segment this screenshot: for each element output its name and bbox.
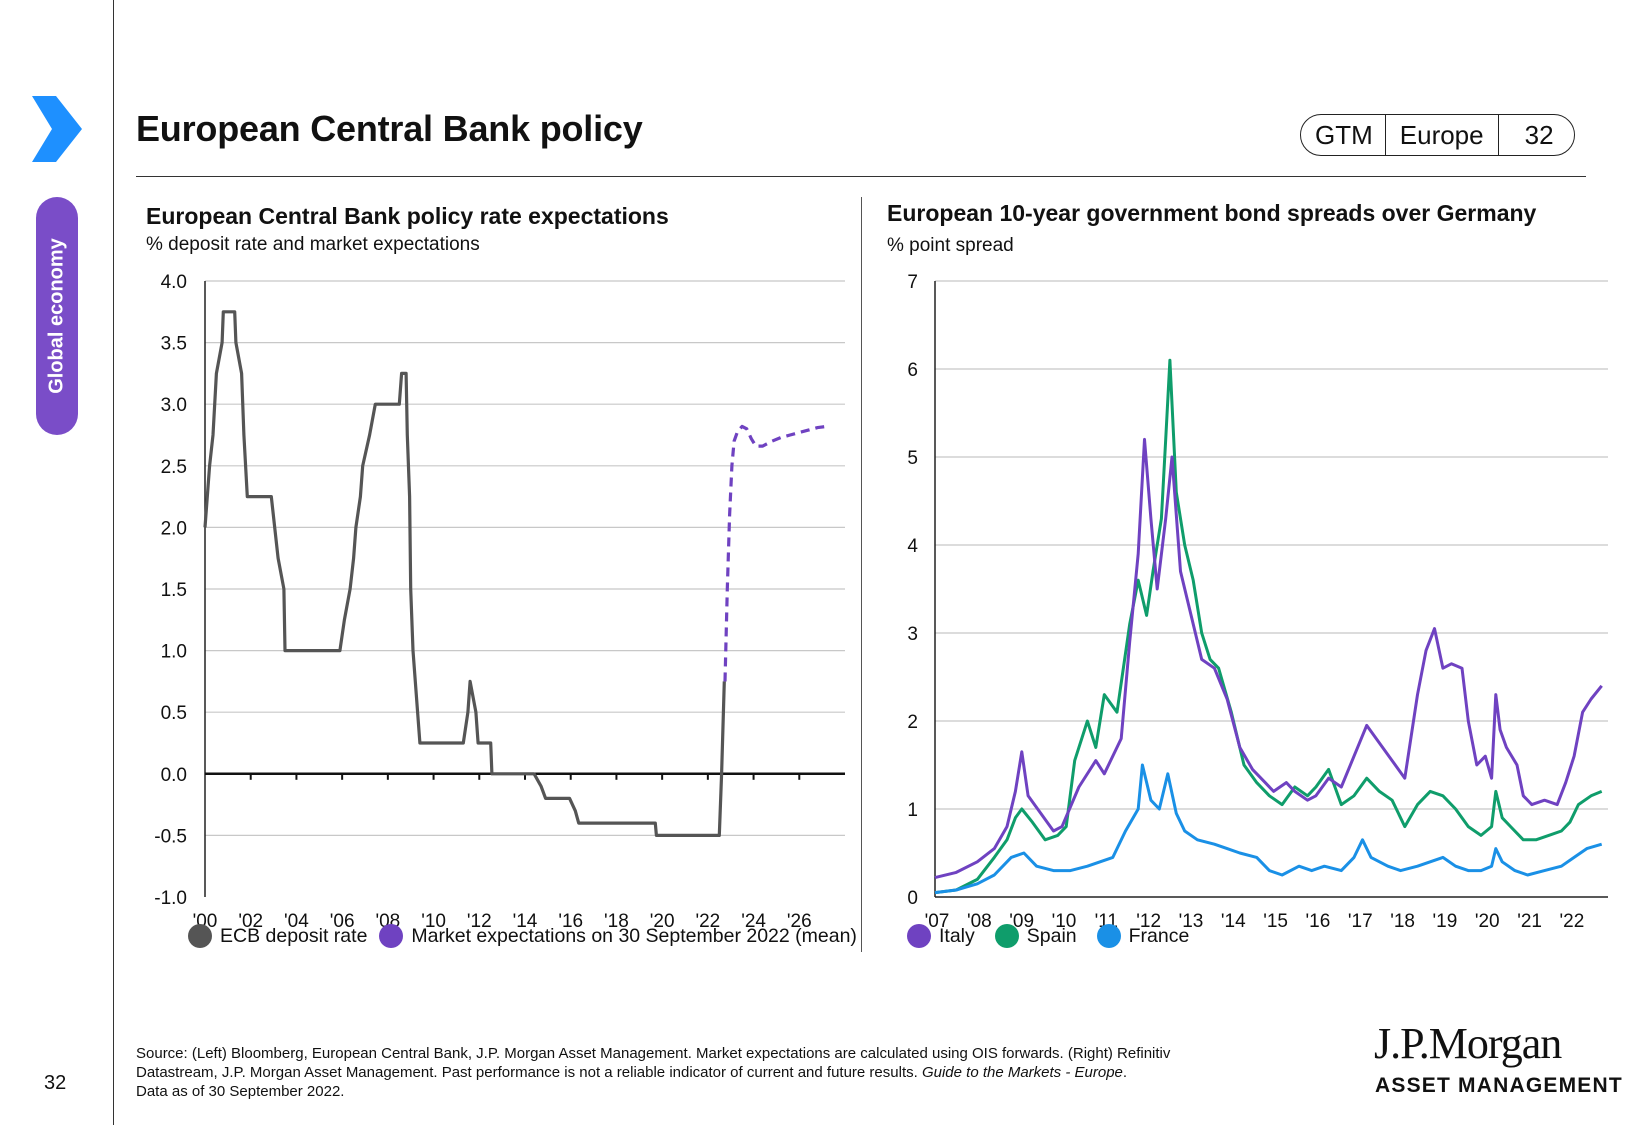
right-y-tick-label: 3: [907, 624, 918, 645]
source-line-2-text: Datastream, J.P. Morgan Asset Management…: [136, 1064, 922, 1081]
left-x-tick-label: '26: [787, 911, 812, 932]
ecb-deposit-rate-line: [203, 310, 726, 837]
left-y-tick-label: 4.0: [161, 272, 187, 293]
sidebar-divider: [113, 0, 114, 1125]
right-x-tick-label: '10: [1052, 911, 1077, 932]
right-x-tick-label: '19: [1433, 911, 1458, 932]
jpmorgan-logo: J.P.Morgan: [1374, 1019, 1562, 1068]
right-y-tick-label: 0: [907, 888, 918, 909]
legend-swatch-market: [379, 924, 404, 948]
chart-divider: [861, 197, 862, 952]
left-chart-subtitle: % deposit rate and market expectations: [146, 234, 480, 255]
badge-gtm: GTM: [1301, 115, 1386, 155]
right-legend: Italy Spain France: [907, 924, 1201, 948]
left-x-tick-label: '18: [604, 911, 629, 932]
right-x-tick-label: '14: [1221, 911, 1246, 932]
right-y-tick-label: 4: [907, 536, 918, 557]
source-line-1: Source: (Left) Bloomberg, European Centr…: [136, 1045, 1171, 1062]
source-line-2-end: .: [1122, 1064, 1128, 1081]
france-spread-line: [934, 763, 1603, 895]
left-x-tick-label: '22: [695, 911, 720, 932]
right-x-tick-label: '17: [1348, 911, 1373, 932]
spain-spread-line: [934, 358, 1603, 895]
right-x-tick-label: '13: [1179, 911, 1204, 932]
legend-item-italy: Italy: [907, 924, 975, 948]
right-x-tick-label: '22: [1560, 911, 1585, 932]
right-x-tick-label: '20: [1475, 911, 1500, 932]
asset-management-logo: ASSET MANAGEMENT: [1375, 1074, 1623, 1097]
legend-swatch-spain: [994, 924, 1019, 948]
right-x-tick-label: '07: [925, 911, 950, 932]
left-chart-title: European Central Bank policy rate expect…: [146, 203, 669, 229]
legend-label-market: Market expectations on 30 September 2022…: [411, 924, 857, 947]
left-x-tick-label: '02: [238, 911, 263, 932]
chevron-right-icon: [32, 96, 82, 162]
left-x-tick-label: '24: [741, 911, 766, 932]
left-y-tick-label: -0.5: [154, 826, 187, 847]
market-expectations-line: [723, 424, 827, 682]
right-x-tick-label: '15: [1263, 911, 1288, 932]
right-x-tick-label: '21: [1517, 911, 1542, 932]
gtm-badge: GTM Europe 32: [1300, 114, 1575, 156]
left-y-tick-label: 2.5: [161, 457, 187, 478]
legend-item-ecb: ECB deposit rate: [188, 924, 367, 948]
source-note: Source: (Left) Bloomberg, European Centr…: [136, 1044, 1316, 1101]
legend-item-spain: Spain: [994, 924, 1077, 948]
legend-label-spain: Spain: [1026, 924, 1077, 947]
left-x-tick-label: '04: [284, 911, 309, 932]
source-line-3: Data as of 30 September 2022.: [136, 1083, 345, 1100]
left-x-tick-label: '14: [513, 911, 538, 932]
left-y-tick-label: 1.5: [161, 580, 187, 601]
italy-spread-line: [934, 437, 1603, 880]
right-chart-subtitle: % point spread: [887, 235, 1014, 256]
section-tab: Global economy: [36, 197, 78, 435]
legend-swatch-ecb: [188, 924, 212, 948]
source-line-2-italic: Guide to the Markets - Europe: [921, 1064, 1123, 1081]
right-y-tick-label: 2: [907, 712, 918, 733]
legend-item-market: Market expectations on 30 September 2022…: [379, 924, 857, 948]
left-y-tick-label: -1.0: [154, 888, 187, 909]
badge-page: 32: [1524, 120, 1554, 150]
left-legend: ECB deposit rate Market expectations on …: [188, 924, 869, 948]
legend-label-france: France: [1128, 924, 1190, 947]
page-title: European Central Bank policy: [136, 108, 643, 149]
legend-item-france: France: [1096, 924, 1190, 948]
left-y-tick-label: 2.0: [161, 518, 187, 539]
right-y-tick-label: 6: [907, 360, 918, 381]
right-x-tick-label: '16: [1306, 911, 1331, 932]
legend-label-italy: Italy: [939, 924, 975, 947]
legend-swatch-france: [1096, 924, 1121, 948]
legend-label-ecb: ECB deposit rate: [220, 924, 368, 947]
page-number: 32: [44, 1072, 67, 1094]
right-x-tick-label: '12: [1136, 911, 1161, 932]
right-y-tick-label: 5: [907, 448, 918, 469]
left-y-tick-label: 1.0: [161, 642, 187, 663]
left-x-tick-label: '06: [330, 911, 355, 932]
right-y-tick-label: 7: [907, 272, 918, 293]
source-line-2: Datastream, J.P. Morgan Asset Management…: [136, 1063, 1316, 1082]
left-x-tick-label: '16: [558, 911, 583, 932]
left-y-tick-label: 3.0: [161, 395, 187, 416]
title-divider: [136, 176, 1586, 177]
left-x-tick-label: '10: [421, 911, 446, 932]
right-x-tick-label: '08: [967, 911, 992, 932]
left-x-tick-label: '20: [650, 911, 675, 932]
left-y-tick-label: 0.5: [161, 703, 187, 724]
left-y-tick-label: 0.0: [161, 765, 187, 786]
right-chart-title: European 10-year government bond spreads…: [887, 200, 1537, 226]
right-x-tick-label: '18: [1390, 911, 1415, 932]
right-y-tick-label: 1: [907, 800, 918, 821]
legend-swatch-italy: [907, 924, 931, 948]
badge-region: Europe: [1386, 115, 1499, 155]
left-y-tick-label: 3.5: [161, 334, 187, 355]
left-x-tick-label: '12: [467, 911, 492, 932]
